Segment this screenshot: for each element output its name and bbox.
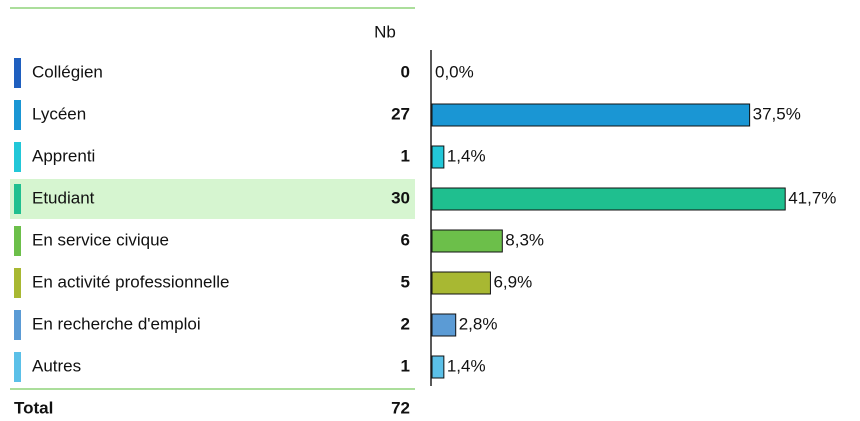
- count: 27: [391, 104, 410, 123]
- value-label: 1,4%: [447, 356, 486, 375]
- value-label: 8,3%: [505, 230, 544, 249]
- count: 2: [401, 314, 410, 333]
- bar: [431, 271, 491, 295]
- category-label: Collégien: [32, 62, 103, 81]
- category-label: En service civique: [32, 230, 169, 249]
- bar: [431, 103, 751, 127]
- category-label: En activité professionnelle: [32, 272, 230, 291]
- column-header: Nb: [374, 22, 396, 41]
- swatch: [14, 142, 21, 172]
- total-value: 72: [391, 398, 410, 417]
- count: 30: [391, 188, 410, 207]
- category-label: Etudiant: [32, 188, 95, 207]
- swatch: [14, 184, 21, 214]
- count: 6: [401, 230, 410, 249]
- category-label: Autres: [32, 356, 81, 375]
- count: 0: [401, 62, 410, 81]
- category-label: Apprenti: [32, 146, 95, 165]
- total-label: Total: [14, 398, 53, 417]
- bar: [431, 355, 445, 379]
- swatch: [14, 226, 21, 256]
- count: 1: [401, 146, 410, 165]
- value-label: 2,8%: [459, 314, 498, 333]
- bar: [431, 187, 786, 211]
- row-highlight: [10, 179, 415, 219]
- count: 1: [401, 356, 410, 375]
- swatch: [14, 310, 21, 340]
- bar: [431, 313, 457, 337]
- value-label: 0,0%: [435, 62, 474, 81]
- swatch: [14, 352, 21, 382]
- category-label: Lycéen: [32, 104, 86, 123]
- swatch: [14, 100, 21, 130]
- value-label: 41,7%: [788, 188, 836, 207]
- swatch: [14, 58, 21, 88]
- bar: [431, 145, 445, 169]
- bar: [431, 229, 503, 253]
- category-label: En recherche d'emploi: [32, 314, 201, 333]
- value-label: 1,4%: [447, 146, 486, 165]
- value-label: 6,9%: [493, 272, 532, 291]
- value-label: 37,5%: [753, 104, 801, 123]
- count: 5: [401, 272, 410, 291]
- swatch: [14, 268, 21, 298]
